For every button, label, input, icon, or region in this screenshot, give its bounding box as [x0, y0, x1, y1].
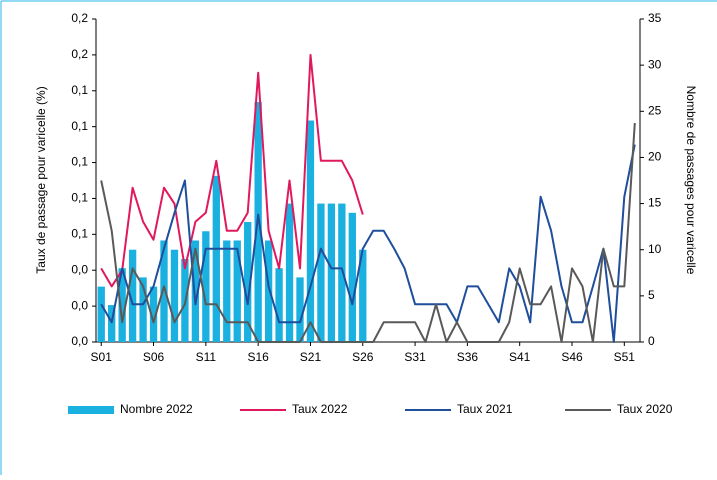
bar — [233, 240, 241, 342]
y-axis-label: Taux de passage pour varicelle (%) — [34, 86, 48, 273]
bar — [348, 212, 356, 342]
bar — [296, 277, 304, 342]
x-tick-label: S31 — [404, 350, 426, 364]
y2-axis-label: Nombre de passages pour varicelle — [684, 86, 698, 275]
y-tick-label: 0,1 — [71, 227, 88, 241]
x-tick-label: S01 — [91, 350, 113, 364]
y2-tick-label: 15 — [648, 196, 662, 210]
bar — [327, 203, 336, 342]
bar — [244, 222, 252, 342]
x-tick-label: S21 — [300, 350, 322, 364]
y-tick-label: 0,2 — [71, 11, 88, 25]
x-tick-label: S36 — [457, 350, 479, 364]
bar — [128, 249, 137, 342]
x-tick-label: S16 — [247, 350, 269, 364]
x-tick-label: S51 — [614, 350, 636, 364]
legend-label: Taux 2021 — [457, 402, 513, 416]
bar — [118, 268, 126, 342]
bar — [170, 249, 179, 342]
bar — [160, 240, 168, 342]
bar — [108, 305, 116, 342]
y2-tick-label: 0 — [648, 334, 655, 348]
bar — [97, 286, 105, 342]
bar — [223, 240, 231, 342]
bar — [212, 175, 220, 342]
y2-tick-label: 20 — [648, 150, 662, 164]
bar — [191, 240, 200, 342]
y-tick-label: 0,1 — [71, 191, 88, 205]
x-tick-label: S41 — [509, 350, 531, 364]
bar — [275, 268, 283, 342]
y2-tick-label: 5 — [648, 288, 655, 302]
y-tick-label: 0,1 — [71, 155, 88, 169]
bar — [202, 231, 210, 342]
bar — [359, 249, 367, 342]
y-tick-label: 0,0 — [71, 334, 88, 348]
bar — [306, 120, 315, 342]
y2-tick-label: 30 — [648, 57, 662, 71]
bar — [338, 203, 346, 342]
x-tick-label: S11 — [196, 350, 217, 364]
line — [100, 123, 636, 343]
x-tick-label: S46 — [561, 350, 583, 364]
bar — [139, 277, 147, 342]
x-tick-label: S06 — [143, 350, 165, 364]
legend-label: Nombre 2022 — [120, 402, 193, 416]
y-tick-label: 0,0 — [71, 298, 88, 312]
y-tick-label: 0,1 — [71, 119, 88, 133]
line — [100, 53, 364, 288]
legend-label: Taux 2022 — [292, 402, 348, 416]
y2-tick-label: 35 — [648, 11, 662, 25]
y-tick-label: 0,0 — [71, 262, 88, 276]
y-tick-label: 0,2 — [71, 47, 88, 61]
y2-tick-label: 10 — [648, 242, 662, 256]
bar — [149, 286, 158, 342]
y-tick-label: 0,1 — [71, 83, 88, 97]
bar — [317, 203, 325, 342]
x-tick-label: S26 — [352, 350, 374, 364]
bar — [285, 203, 294, 342]
bar — [264, 240, 273, 342]
legend-swatch — [68, 406, 114, 414]
y2-tick-label: 25 — [648, 103, 662, 117]
legend-label: Taux 2020 — [617, 402, 673, 416]
line — [100, 144, 636, 343]
